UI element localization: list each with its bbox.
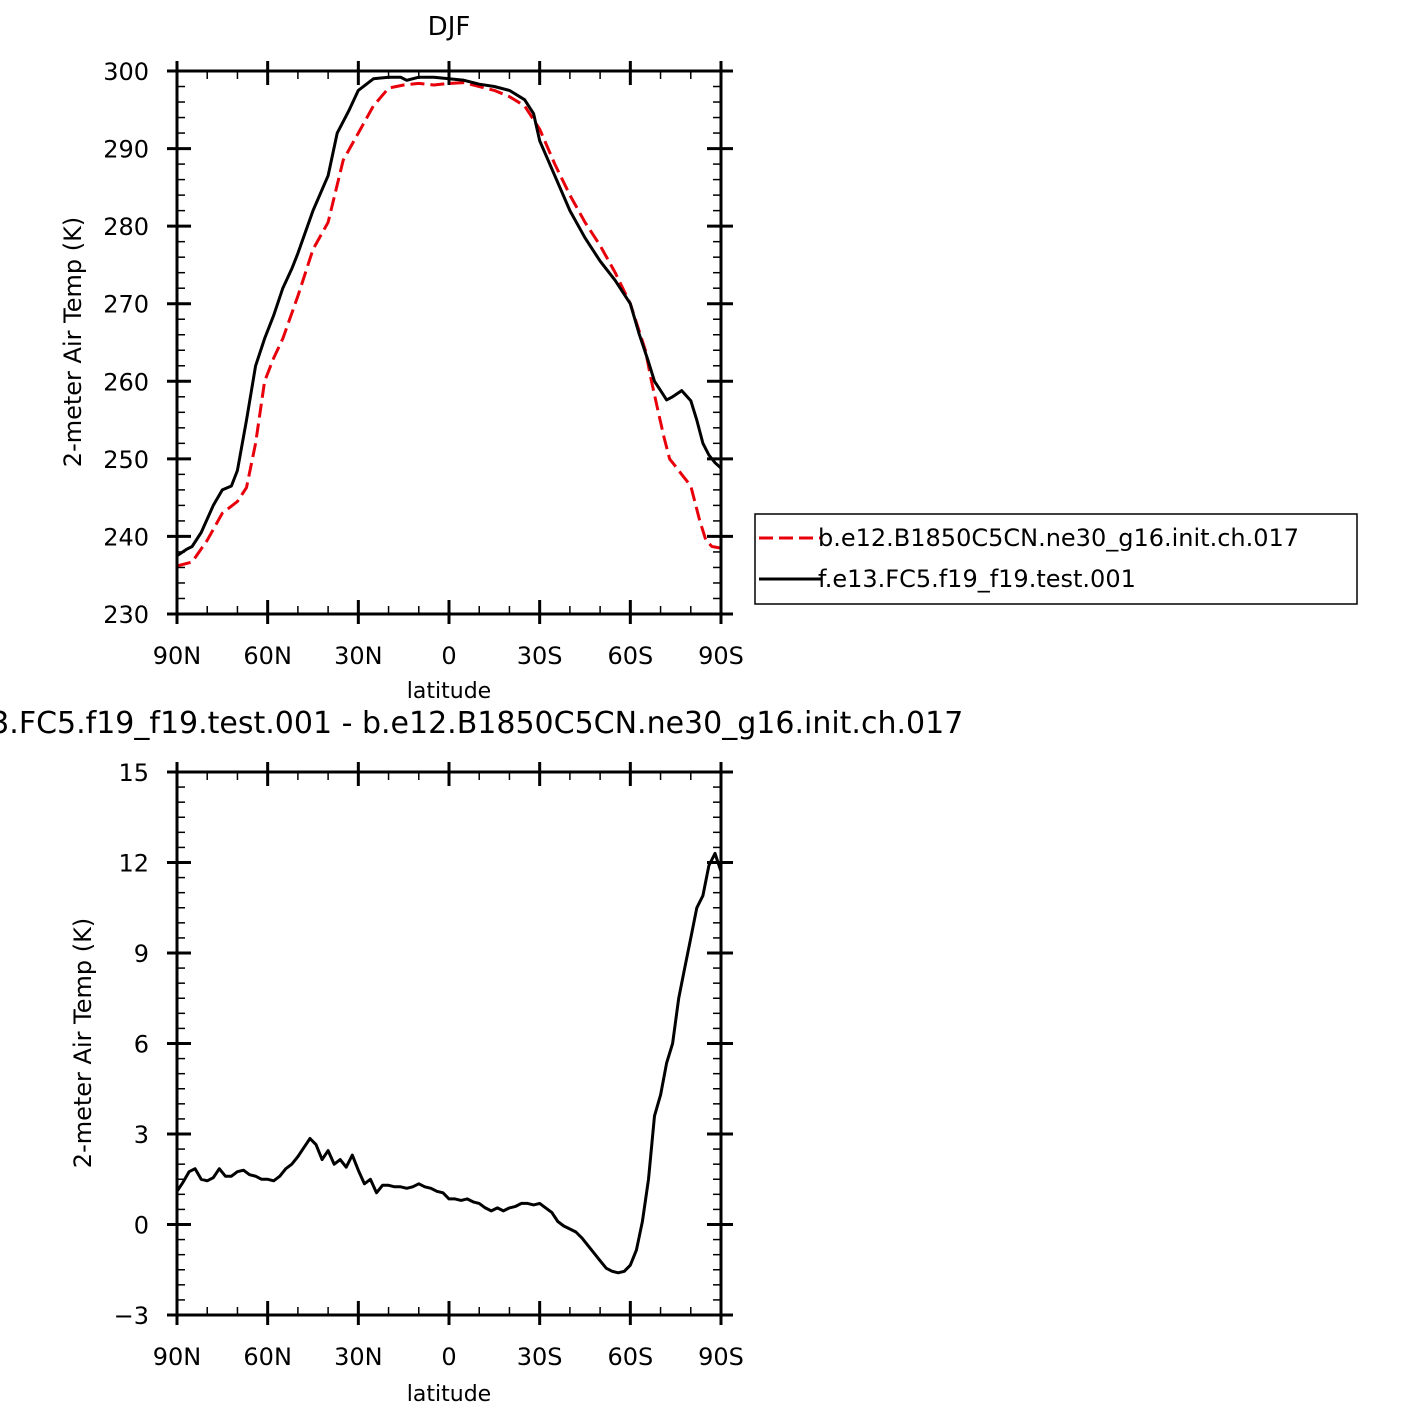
- bottom-x-tick-label: 90N: [153, 1343, 202, 1371]
- bottom-chart-series: [177, 851, 721, 1275]
- top-x-tick-label: 90S: [698, 642, 744, 670]
- top-chart: DJF 90N 60N 30N 0 30S 60S 90S 2302402502602702…: [59, 12, 1358, 704]
- bottom-y-tick-label: 9: [134, 940, 149, 968]
- top-y-tick-label: 240: [103, 523, 149, 551]
- top-series-line-1: [177, 81, 721, 568]
- bottom-chart-title: f.e13.FC5.f19_f19.test.001 - b.e12.B1850…: [0, 706, 963, 741]
- bottom-chart-frame: [175, 770, 723, 1317]
- bottom-y-tick-label: −3: [114, 1302, 149, 1330]
- top-x-tick-label: 0: [441, 642, 456, 670]
- top-x-tick-label: 90N: [153, 642, 202, 670]
- bottom-y-tick-label: 15: [118, 759, 149, 787]
- bottom-x-tick-label: 90S: [698, 1343, 744, 1371]
- top-chart-x-ticks: 90N 60N 30N 0 30S 60S 90S: [153, 61, 744, 670]
- bottom-x-tick-label: 60S: [607, 1343, 653, 1371]
- top-chart-frame: [175, 69, 723, 616]
- top-y-tick-label: 290: [103, 136, 149, 164]
- bottom-series-line-1: [177, 851, 721, 1275]
- top-chart-y-ticks: 230 240 250 260 270 280 290 300: [103, 58, 733, 629]
- top-series-line-2: [177, 75, 721, 558]
- bottom-chart-y-axis-label: 2-meter Air Temp (K): [69, 918, 97, 1168]
- bottom-y-tick-label: 3: [134, 1121, 149, 1149]
- bottom-y-tick-label: 0: [134, 1212, 149, 1240]
- top-x-tick-label: 60N: [243, 642, 292, 670]
- legend-label-series-2: f.e13.FC5.f19_f19.test.001: [818, 565, 1136, 593]
- bottom-x-tick-label: 30N: [334, 1343, 383, 1371]
- top-y-tick-label: 230: [103, 601, 149, 629]
- top-chart-x-axis-label: latitude: [407, 679, 491, 704]
- top-x-tick-label: 30N: [334, 642, 383, 670]
- bottom-chart: f.e13.FC5.f19_f19.test.001 - b.e12.B1850…: [0, 706, 963, 1407]
- top-chart-legend: b.e12.B1850C5CN.ne30_g16.init.ch.017 f.e…: [754, 513, 1358, 605]
- top-chart-title: DJF: [428, 12, 471, 42]
- bottom-y-tick-label: 12: [118, 850, 149, 878]
- legend-label-series-1: b.e12.B1850C5CN.ne30_g16.init.ch.017: [818, 524, 1299, 552]
- top-x-tick-label: 30S: [517, 642, 563, 670]
- top-y-tick-label: 250: [103, 446, 149, 474]
- bottom-chart-x-axis-label: latitude: [407, 1382, 491, 1407]
- top-x-tick-label: 60S: [607, 642, 653, 670]
- bottom-x-tick-label: 60N: [243, 1343, 292, 1371]
- top-y-tick-label: 270: [103, 291, 149, 319]
- top-y-tick-label: 260: [103, 368, 149, 396]
- bottom-chart-y-ticks: −3 0 3 6 9 12 15: [114, 759, 733, 1330]
- top-chart-series: [177, 75, 721, 568]
- top-y-tick-label: 300: [103, 58, 149, 86]
- bottom-y-tick-label: 6: [134, 1031, 149, 1059]
- bottom-chart-x-ticks: 90N 60N 30N 0 30S 60S 90S: [153, 762, 744, 1371]
- top-y-tick-label: 280: [103, 213, 149, 241]
- legend-box: [754, 513, 1358, 605]
- bottom-x-tick-label: 30S: [517, 1343, 563, 1371]
- bottom-x-tick-label: 0: [441, 1343, 456, 1371]
- top-chart-y-axis-label: 2-meter Air Temp (K): [59, 217, 87, 467]
